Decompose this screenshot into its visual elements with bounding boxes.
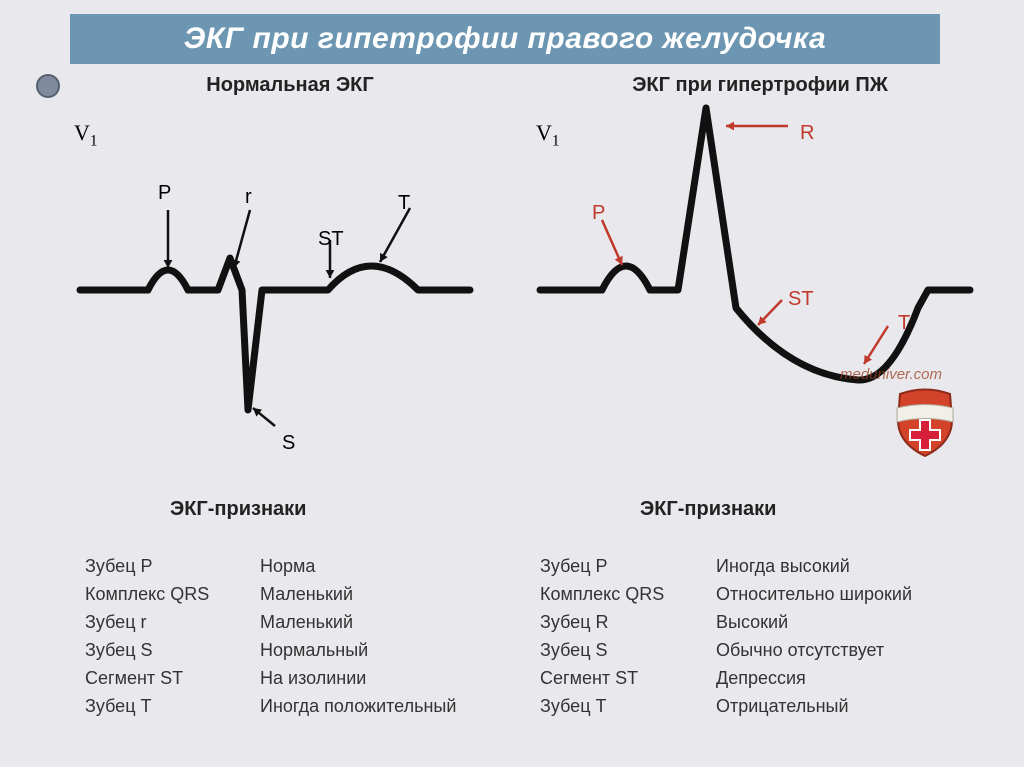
feature-key: Зубец S [85,640,153,661]
feature-value: Высокий [716,612,788,633]
wave-label: T [398,192,410,215]
header-bar: ЭКГ при гипетрофии правого желудочка [70,14,940,64]
wave-label: S [282,432,295,455]
normal-ecg-waveform [70,150,490,440]
feature-value: Иногда положительный [260,696,456,717]
watermark-text: meduniver.com [840,366,942,383]
feature-key: Комплекс QRS [540,584,664,605]
wave-label: T [898,312,910,335]
feature-value: На изолинии [260,668,366,689]
right-features-title: ЭКГ-признаки [640,498,776,521]
wave-label: ST [788,288,814,311]
wave-label: ST [318,228,344,251]
logo-badge [890,388,960,458]
left-features-title: ЭКГ-признаки [170,498,306,521]
feature-value: Депрессия [716,668,806,689]
wave-label: R [800,122,814,145]
feature-value: Норма [260,556,315,577]
feature-value: Маленький [260,612,353,633]
feature-value: Относительно широкий [716,584,912,605]
left-lead-label: V1 [74,120,98,150]
feature-key: Сегмент ST [85,668,183,689]
feature-key: Зубец P [85,556,153,577]
feature-value: Отрицательный [716,696,849,717]
feature-key: Зубец S [540,640,608,661]
slide-bullet [36,74,60,98]
wave-label: r [245,186,252,209]
feature-value: Маленький [260,584,353,605]
feature-value: Обычно отсутствует [716,640,884,661]
feature-key: Зубец Т [540,696,607,717]
feature-value: Иногда высокий [716,556,850,577]
feature-key: Зубец r [85,612,147,633]
feature-key: Комплекс QRS [85,584,209,605]
wave-label: P [592,202,605,225]
left-section-title: Нормальная ЭКГ [130,74,450,97]
header-title: ЭКГ при гипетрофии правого желудочка [184,22,826,56]
feature-value: Нормальный [260,640,368,661]
feature-key: Зубец P [540,556,608,577]
feature-key: Зубец Т [85,696,152,717]
feature-key: Сегмент ST [540,668,638,689]
wave-label: P [158,182,171,205]
feature-key: Зубец R [540,612,609,633]
